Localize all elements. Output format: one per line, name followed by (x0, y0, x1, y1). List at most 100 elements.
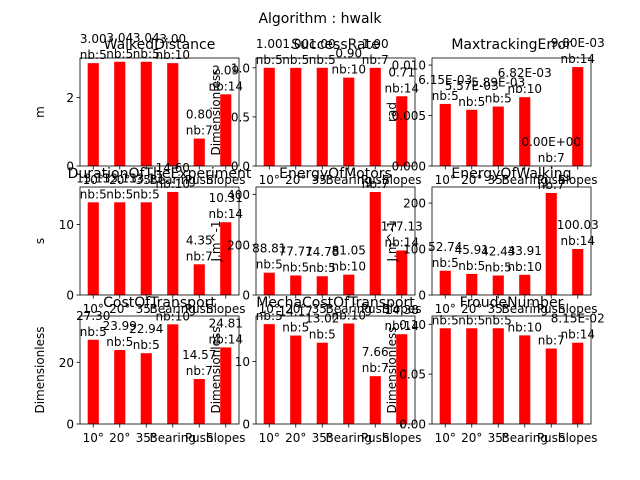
x-tick-label-10: 10° (83, 302, 104, 316)
x-tick-label-35: 35° (136, 173, 157, 187)
x-tick-label-bearing: Bearing (326, 431, 372, 445)
y-tick-label: 0.00 (399, 418, 426, 432)
x-tick-label-10: 10° (435, 431, 456, 445)
x-tick-label-20: 20° (109, 173, 130, 187)
data-label-count: nb:7 (362, 361, 389, 375)
data-label-value: 77.71 (279, 244, 313, 258)
data-label-value: 0.00E+00 (521, 135, 581, 149)
data-label-value: 177.13 (381, 220, 423, 234)
bar-20 (466, 109, 478, 166)
bar-20 (466, 273, 478, 295)
panel-title: MechaCostOfTransport (256, 295, 415, 311)
bar-35 (316, 67, 328, 166)
data-label-value: 0.71 (388, 65, 415, 79)
data-label-value: 7.66 (362, 345, 389, 359)
bar-bearing (519, 335, 531, 424)
data-label-count: nb:14 (384, 319, 419, 333)
bar-35 (140, 202, 152, 295)
y-tick-label: 0 (66, 289, 74, 303)
bar-push (193, 138, 205, 166)
y-tick-label: 0 (66, 160, 74, 174)
panel-title: SuccessRate (291, 37, 379, 53)
data-label-count: nb:10 (155, 309, 190, 323)
panel-title: DurationOfTheExperiment (68, 166, 252, 182)
data-label-value: 10.31 (209, 191, 243, 205)
x-tick-label-slopes: Slopes (382, 173, 422, 187)
y-axis-label: Dimensionless (209, 326, 223, 413)
x-tick-label-10: 10° (259, 302, 280, 316)
figure-suptitle: Algorithm : hwalk (258, 11, 382, 27)
data-label-value: 23.99 (103, 319, 137, 333)
data-label-value: 81.05 (332, 244, 366, 258)
data-label-count: nb:14 (384, 81, 419, 95)
x-tick-label-35: 35° (136, 302, 157, 316)
x-tick-label-10: 10° (259, 431, 280, 445)
bar-35 (316, 276, 328, 295)
data-label-value: 14.60 (156, 161, 190, 175)
data-label-count: nb:5 (458, 313, 485, 327)
data-label-count: nb:5 (106, 335, 133, 349)
y-tick-label: 0 (242, 289, 250, 303)
data-label-count: nb:14 (208, 332, 243, 346)
data-label-value: 2.09 (212, 63, 239, 77)
axes-frame (79, 186, 240, 296)
chart-panel-maxtrackingerror: MaxtrackingError 0.000 0.005 0.010 10° 20° 35°… (385, 36, 605, 187)
axes-frame (431, 186, 592, 296)
data-label-value: 6.82E-03 (498, 66, 552, 80)
data-label-count: nb:5 (309, 261, 336, 275)
bar-10 (87, 202, 99, 295)
y-axis-label: m (33, 106, 47, 118)
x-tick-label-slopes: Slopes (558, 302, 598, 316)
data-label-value: 42.43 (481, 245, 515, 259)
data-label-count: nb:10 (331, 63, 366, 77)
panel-title: EnergyOfWalking (451, 166, 571, 182)
y-axis-label: Dimensionless (209, 68, 223, 155)
data-label-value: 1.00 (282, 37, 309, 51)
x-tick-label-10: 10° (83, 173, 104, 187)
data-label-count: nb:10 (331, 308, 366, 322)
data-label-count: nb:14 (560, 328, 595, 342)
data-label-count: nb:5 (282, 321, 309, 335)
x-tick-label-20: 20° (109, 302, 130, 316)
data-label-count: nb:5 (80, 325, 107, 339)
x-tick-label-push: Push (537, 173, 566, 187)
data-label-count: nb:5 (485, 92, 512, 106)
x-tick-label-slopes: Slopes (558, 173, 598, 187)
data-label-value: 52.74 (428, 240, 462, 254)
bar-push (369, 376, 381, 424)
x-tick-label-slopes: Slopes (382, 302, 422, 316)
panel-title: WalkedDistance (104, 37, 216, 53)
data-label-value: 3.04 (106, 31, 133, 45)
y-tick-label: 400 (227, 188, 250, 202)
x-tick-label-push: Push (185, 431, 214, 445)
bar-20 (290, 67, 302, 166)
x-tick-label-bearing: Bearing (150, 431, 196, 445)
data-label-value: 88.81 (252, 242, 286, 256)
axes-frame (79, 315, 240, 425)
bar-bearing (167, 324, 179, 424)
data-label-count: nb:5 (106, 47, 133, 61)
chart-panel-successrate: SuccessRate 0.0 0.5 1.0 10° 20° 35°BearingPush… (209, 37, 422, 187)
bar-20 (290, 275, 302, 295)
y-tick-label: 0.010 (392, 59, 426, 73)
axes-frame (79, 57, 240, 167)
bar-bearing (519, 97, 531, 166)
data-label-count: nb:14 (208, 207, 243, 221)
data-label-value: 5.57E-03 (445, 79, 499, 93)
bar-bearing (167, 191, 179, 295)
panel-title: CostOfTransport (103, 295, 216, 311)
bar-10 (439, 103, 451, 166)
data-label-count: nb:5 (485, 313, 512, 327)
data-label-count: nb:7 (362, 177, 389, 191)
data-label-value: 5.89E-03 (471, 76, 525, 90)
data-label-value: 13.13 (103, 171, 137, 185)
data-label-count: nb:10 (155, 48, 190, 62)
x-tick-label-push: Push (185, 302, 214, 316)
bar-slopes (572, 342, 584, 424)
data-label-count: nb:10 (155, 177, 190, 191)
data-label-count: nb:5 (256, 309, 283, 323)
